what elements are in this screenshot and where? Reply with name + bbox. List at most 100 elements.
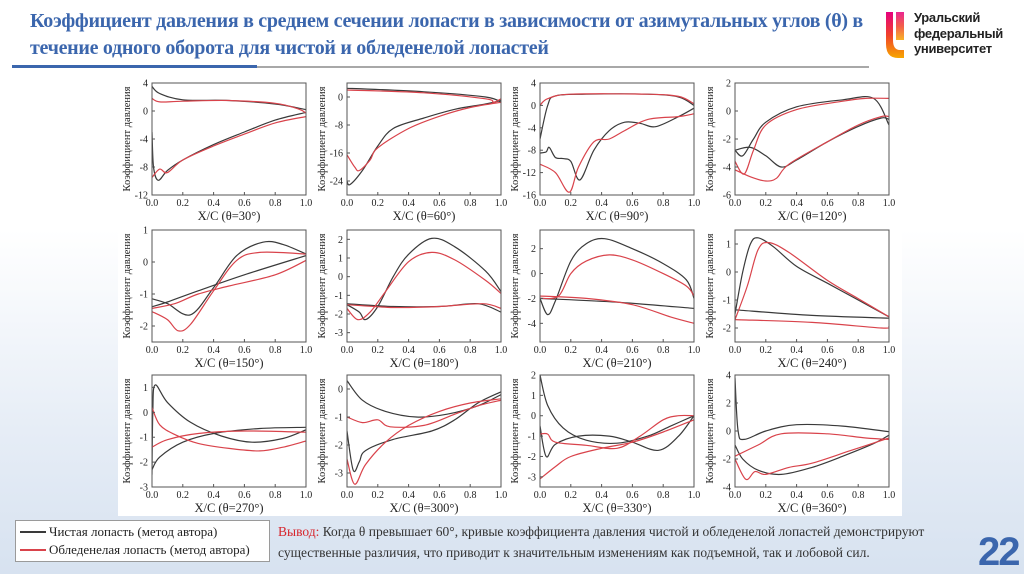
x-tick-label: 0.6 — [626, 345, 639, 356]
x-tick-label: 0.4 — [207, 345, 220, 356]
header-divider — [257, 66, 869, 68]
y-tick-label: -8 — [140, 163, 148, 174]
iced-blade-curve — [152, 97, 306, 114]
y-axis-label: Коэффициент давления — [122, 233, 133, 338]
y-tick-label: 0 — [338, 272, 343, 283]
y-axis-label: Коэффициент давления — [122, 86, 133, 191]
y-axis-label: Коэффициент давления — [705, 378, 716, 483]
clean-blade-curve — [540, 375, 694, 444]
logo-line: Уральский — [914, 10, 981, 25]
iced-blade-curve — [152, 116, 306, 178]
chart-svg: 0.0 0.2 0.4 0.6 0.8 1.0 0 -8 -16 -24 X/C (θ=60°) Ко… — [317, 82, 507, 223]
x-tick-label: 0.0 — [534, 198, 547, 209]
clean-blade-curve — [152, 86, 306, 111]
page-number: 22 — [978, 530, 1020, 574]
y-tick-label: -4 — [528, 319, 536, 330]
iced-blade-curve — [152, 251, 306, 332]
clean-blade-curve — [735, 237, 889, 318]
y-tick-label: 1 — [531, 391, 536, 402]
y-tick-label: 4 — [143, 79, 148, 90]
x-tick-label: 0.0 — [146, 345, 159, 356]
y-axis-label: Коэффициент давления — [317, 233, 328, 338]
y-tick-label: -1 — [528, 432, 536, 443]
x-tick-label: 0.4 — [595, 345, 608, 356]
clean-blade-curve — [152, 426, 306, 470]
x-tick-label: 0.6 — [626, 490, 639, 501]
y-tick-label: -24 — [330, 177, 343, 188]
legend-label: Чистая лопасть (метод автора) — [49, 524, 218, 539]
x-tick-label: 0.8 — [269, 198, 282, 209]
x-tick-label: 0.6 — [433, 490, 446, 501]
x-tick-label: 0.8 — [464, 490, 477, 501]
x-tick-label: 0.6 — [626, 198, 639, 209]
clean-blade-curve — [540, 107, 694, 181]
x-tick-label: 1.0 — [688, 198, 701, 209]
y-tick-label: 1 — [143, 383, 148, 394]
y-axis-label: Коэффициент давления — [122, 378, 133, 483]
y-tick-label: 4 — [726, 371, 731, 382]
y-tick-label: -1 — [335, 413, 343, 424]
iced-blade-curve — [152, 259, 306, 309]
y-tick-label: 1 — [726, 240, 731, 251]
y-tick-label: 2 — [531, 244, 536, 255]
iced-blade-curve — [347, 251, 501, 321]
pressure-chart: 0.0 0.2 0.4 0.6 0.8 1.0 2 0 -2 -4 X/C (θ=210°) Коэф… — [503, 222, 700, 370]
clean-blade-curve — [152, 240, 306, 316]
clean-blade-curve — [540, 237, 694, 316]
pressure-chart: 0.0 0.2 0.4 0.6 0.8 1.0 0 -1 -2 -3 X/C (θ=300°) Коэ… — [310, 367, 508, 515]
x-tick-label: 0.4 — [402, 198, 415, 209]
y-tick-label: -12 — [135, 191, 148, 202]
x-tick-label: 0.0 — [729, 345, 742, 356]
x-tick-label: 0.6 — [821, 490, 834, 501]
x-tick-label: 1.0 — [495, 345, 508, 356]
x-tick-label: 0.4 — [402, 345, 415, 356]
x-tick-label: 0.2 — [760, 345, 773, 356]
iced-blade-curve — [347, 399, 501, 428]
logo-mark-icon — [886, 12, 904, 58]
chart-svg: 0.0 0.2 0.4 0.6 0.8 1.0 1 0 -1 -2 X/C (θ=240°) Коэф… — [705, 229, 895, 370]
y-tick-label: 2 — [726, 399, 731, 410]
iced-blade-curve — [540, 414, 694, 450]
chart-svg: 0.0 0.2 0.4 0.6 0.8 1.0 1 0 -1 -2 -3 X/C (θ=270°) Ко… — [122, 374, 312, 515]
pressure-chart: 0.0 0.2 0.4 0.6 0.8 1.0 4 0 -4 -8 -12 -16 X/C (θ=90°… — [503, 75, 701, 224]
x-tick-label: 0.4 — [790, 198, 803, 209]
clean-blade-curve — [347, 87, 501, 103]
iced-blade-curve — [152, 407, 306, 452]
conclusion-body: Когда θ превышает 60°, кривые коэффициен… — [278, 524, 925, 560]
x-axis-label: X/C (θ=300°) — [389, 501, 458, 515]
y-tick-label: 4 — [531, 79, 536, 90]
logo-line: федеральный — [914, 25, 1003, 41]
y-tick-label: -12 — [523, 168, 536, 179]
y-tick-label: -4 — [723, 483, 731, 494]
clean-blade-curve — [735, 96, 889, 157]
clean-blade-curve — [347, 302, 501, 313]
iced-blade-curve — [540, 254, 694, 300]
chart-svg: 0.0 0.2 0.4 0.6 0.8 1.0 4 2 0 -2 -4 X/C (θ=360°) Коэ… — [705, 371, 895, 516]
logo-text: Уральский федеральный университет — [914, 10, 1003, 57]
y-tick-label: 0 — [143, 408, 148, 419]
y-axis-label: Коэффициент давления — [510, 233, 521, 338]
iced-blade-curve — [735, 97, 889, 175]
x-tick-label: 0.6 — [238, 198, 251, 209]
y-axis-label: Коэффициент давления — [317, 86, 328, 191]
x-tick-label: 0.0 — [146, 198, 159, 209]
chart-svg: 0.0 0.2 0.4 0.6 0.8 1.0 2 1 0 -1 -2 -3 X/C (θ=180°) К… — [317, 229, 508, 370]
clean-blade-curve — [347, 99, 501, 186]
x-tick-label: 0.0 — [729, 490, 742, 501]
x-tick-label: 0.0 — [146, 490, 159, 501]
x-tick-label: 0.8 — [657, 345, 670, 356]
y-axis-label: Коэффициент давления — [510, 378, 521, 483]
y-axis-label: Коэффициент давления — [317, 378, 328, 483]
x-axis-label: X/C (θ=150°) — [194, 356, 263, 370]
legend-line-clean — [20, 531, 46, 533]
x-tick-label: 1.0 — [495, 490, 508, 501]
x-tick-label: 0.8 — [852, 490, 865, 501]
x-tick-label: 0.2 — [565, 345, 578, 356]
logo-line: университет — [914, 41, 992, 56]
y-tick-label: -16 — [330, 149, 343, 160]
y-tick-label: -2 — [723, 324, 731, 335]
x-tick-label: 0.8 — [269, 490, 282, 501]
conclusion-lead: Вывод: — [278, 524, 320, 539]
x-tick-label: 0.0 — [534, 345, 547, 356]
y-tick-label: -3 — [528, 472, 536, 483]
